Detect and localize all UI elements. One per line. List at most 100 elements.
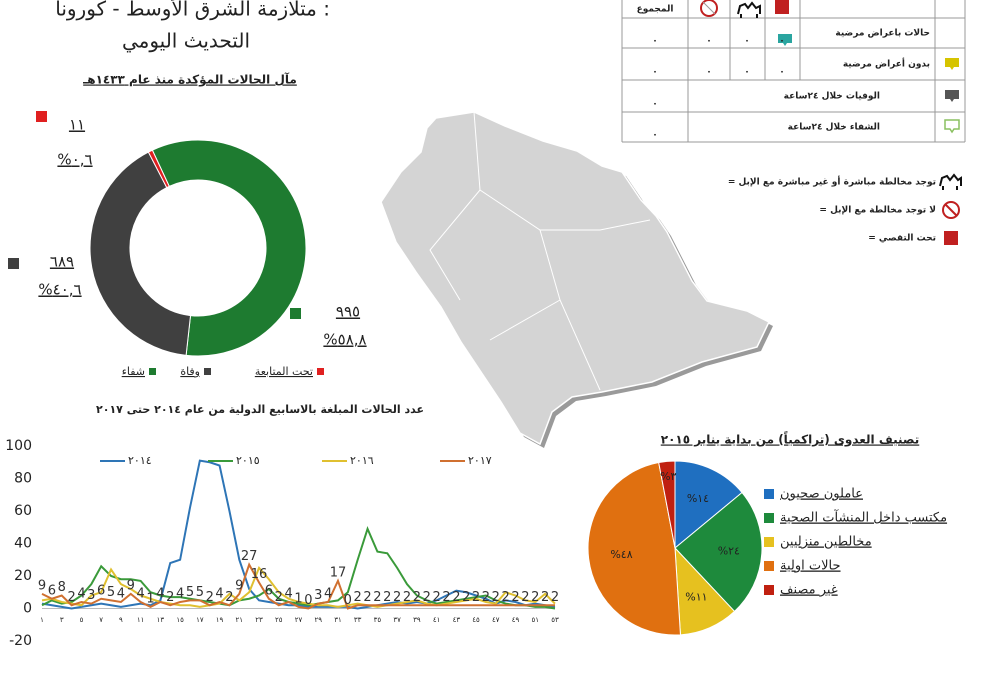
legend-swatch: [317, 368, 324, 375]
status-table: المجموع: [621, 0, 966, 143]
data-label: 1: [294, 591, 302, 606]
value-label: ٦٨٩: [50, 253, 74, 271]
data-label: 4: [137, 587, 145, 602]
line-title: عدد الحالات المبلغة بالاسابيع الدولية من…: [96, 403, 424, 416]
x-tick-label: ١١: [137, 616, 145, 624]
x-tick-label: ٤٣: [453, 616, 461, 624]
data-label: 5: [186, 585, 194, 600]
x-tick-label: ١٧: [196, 616, 204, 624]
data-label: 2: [521, 590, 529, 605]
y-tick-label: 20: [14, 568, 32, 584]
legend-swatch: [204, 368, 211, 375]
x-tick-label: ٢٩: [314, 616, 322, 624]
legend-swatch: [764, 585, 774, 595]
data-label: 2: [511, 590, 519, 605]
row-icon: [945, 58, 959, 70]
x-tick-label: ٣١: [334, 616, 342, 624]
y-tick-label: 100: [5, 438, 32, 454]
x-tick-label: ٤٥: [472, 616, 480, 624]
x-tick-label: ١٥: [176, 616, 184, 624]
x-tick-label: ٣٥: [374, 616, 382, 624]
data-label: 27: [241, 549, 258, 564]
x-tick-label: ٤٧: [492, 616, 500, 624]
cell: ٠: [652, 37, 658, 47]
data-label: 2: [67, 590, 75, 605]
donut-slice: [151, 139, 307, 357]
data-label: 0: [304, 593, 312, 608]
row-icon: [944, 119, 960, 134]
pie-slice: [658, 460, 676, 549]
x-tick-label: ٢٧: [295, 616, 303, 624]
legend-label: مخالطين منزليين: [780, 535, 872, 550]
y-tick-label: 0: [23, 601, 32, 617]
legend-label: تحت المتابعة: [255, 365, 313, 378]
value-label: ١١: [69, 116, 85, 134]
y-tick-label: 80: [14, 471, 32, 487]
legend-label: ٢٠١٦: [350, 454, 374, 467]
label-marker: [36, 111, 47, 122]
value-label: %١١: [685, 591, 707, 604]
x-tick-label: ١٣: [157, 616, 165, 624]
row-icon: [945, 90, 959, 102]
data-label: 2: [206, 590, 214, 605]
pie-title: تصنيف العدوى (تراكمياً) من بداية يناير ٢…: [661, 431, 920, 448]
legend-label: ٢٠١٧: [468, 454, 492, 467]
data-label: 4: [284, 587, 292, 602]
x-tick-label: ٣٧: [393, 616, 401, 624]
value-label: %٤٨: [610, 548, 632, 561]
data-label: 17: [330, 565, 347, 580]
data-label: 6: [48, 583, 56, 598]
x-tick-label: ١: [40, 616, 44, 624]
pie-slice: [587, 461, 681, 636]
row-label: بدون أعراض مرضية: [843, 58, 930, 70]
row-icon: [778, 34, 792, 46]
data-label: 5: [196, 585, 204, 600]
data-label: 6: [265, 583, 273, 598]
legend-label: شفاء: [122, 365, 145, 378]
legend-swatch: [764, 513, 774, 523]
page-title: متلازمة الشرق الأوسط - كورونا :: [55, 0, 330, 21]
x-tick-label: ٢١: [236, 616, 244, 624]
value-label: %٣: [660, 470, 676, 483]
cell: ٠: [744, 37, 750, 47]
data-label: 2: [166, 590, 174, 605]
data-label: 4: [156, 587, 164, 602]
row-label: الوفيات خلال ٢٤ساعة: [784, 92, 880, 102]
cell: ٠: [779, 68, 785, 78]
data-label: 4: [77, 587, 85, 602]
value-label: %٢٤: [718, 544, 740, 557]
x-tick-label: ٤١: [433, 616, 441, 624]
x-tick-label: ٣٩: [413, 616, 421, 624]
data-label: 6: [97, 583, 105, 598]
data-label: 2: [393, 590, 401, 605]
data-label: 2: [472, 590, 480, 605]
x-tick-label: ٥٣: [551, 616, 559, 624]
legend-text: = تحت التقصي: [868, 234, 936, 244]
data-label: 2: [531, 590, 539, 605]
data-label: 2: [403, 590, 411, 605]
legend-swatch: [149, 368, 156, 375]
data-label: 2: [551, 590, 559, 605]
data-label: 8: [58, 580, 66, 595]
y-tick-label: 40: [14, 536, 32, 552]
data-label: 3: [87, 588, 95, 603]
pie-slice: [674, 491, 763, 613]
data-label: 4: [324, 587, 332, 602]
x-tick-label: ٧: [99, 616, 103, 624]
x-tick-label: ٥١: [532, 616, 540, 624]
legend-label: مكتسب داخل المنشآت الصحية: [780, 509, 947, 526]
x-tick-label: ٢٥: [275, 616, 283, 624]
legend-swatch: [764, 561, 774, 571]
table-header: المجموع: [637, 5, 674, 15]
data-label: 2: [482, 590, 490, 605]
series-line: [41, 562, 555, 610]
x-tick-label: ٩: [119, 616, 123, 624]
row-label: حالات باعراض مرضية: [835, 29, 930, 39]
data-label: 2: [383, 590, 391, 605]
no-camel-icon: [700, 0, 718, 17]
data-label: 4: [176, 587, 184, 602]
row-label: الشفاء خلال ٢٤ساعة: [788, 123, 880, 133]
cell: ٠: [652, 131, 658, 141]
